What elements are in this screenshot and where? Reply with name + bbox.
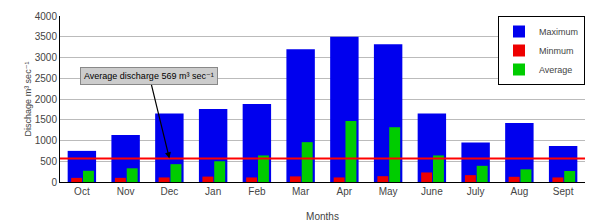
svg-text:Maximum: Maximum bbox=[539, 27, 578, 37]
svg-text:500: 500 bbox=[40, 156, 57, 167]
svg-text:Mar: Mar bbox=[292, 186, 310, 197]
svg-text:Dec: Dec bbox=[160, 186, 178, 197]
svg-text:Months: Months bbox=[306, 211, 339, 222]
svg-text:2500: 2500 bbox=[35, 73, 58, 84]
svg-text:Feb: Feb bbox=[248, 186, 266, 197]
svg-text:Nov: Nov bbox=[117, 186, 135, 197]
svg-text:Sept: Sept bbox=[553, 186, 574, 197]
svg-text:Oct: Oct bbox=[74, 186, 90, 197]
svg-text:June: June bbox=[421, 186, 443, 197]
svg-text:1500: 1500 bbox=[35, 114, 58, 125]
svg-text:Jan: Jan bbox=[205, 186, 221, 197]
svg-text:2000: 2000 bbox=[35, 94, 58, 105]
svg-text:Dischage m³ sec⁻¹: Dischage m³ sec⁻¹ bbox=[23, 62, 33, 137]
svg-text:Average discharge 569 m³ sec⁻¹: Average discharge 569 m³ sec⁻¹ bbox=[84, 71, 214, 81]
svg-text:3000: 3000 bbox=[35, 52, 58, 63]
svg-text:July: July bbox=[467, 186, 485, 197]
svg-text:Aug: Aug bbox=[510, 186, 528, 197]
svg-text:Average: Average bbox=[539, 65, 572, 75]
svg-text:Apr: Apr bbox=[337, 186, 353, 197]
svg-text:3500: 3500 bbox=[35, 31, 58, 42]
svg-text:1000: 1000 bbox=[35, 135, 58, 146]
svg-text:May: May bbox=[379, 186, 398, 197]
svg-text:4000: 4000 bbox=[35, 11, 58, 22]
svg-text:0: 0 bbox=[51, 177, 57, 188]
svg-text:Minmum: Minmum bbox=[539, 46, 574, 56]
